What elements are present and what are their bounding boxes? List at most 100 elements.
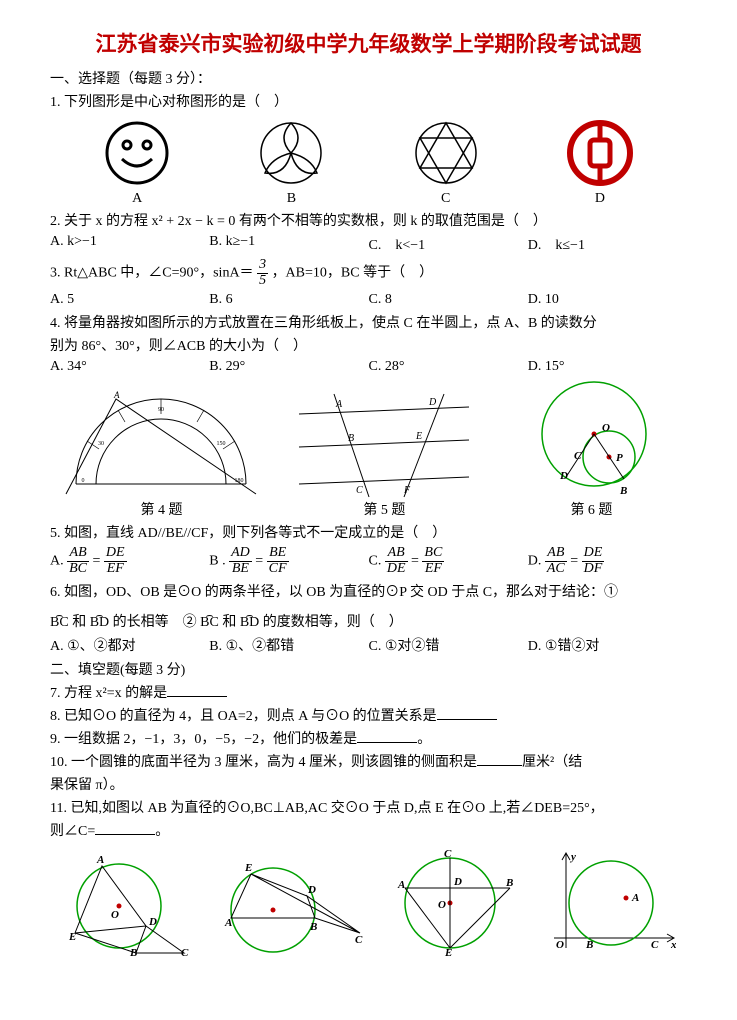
q5A-r-bot: EF bbox=[104, 562, 127, 577]
q11-line2: 则∠C=。 bbox=[50, 820, 687, 840]
q9-blank bbox=[357, 728, 417, 743]
q8-text: 8. 已知⊙O 的直径为 4，且 OA=2，则点 A 与⊙O 的位置关系是 bbox=[50, 709, 437, 724]
q11-line1: 11. 已知,如图以 AB 为直径的⊙O,BC⊥AB,AC 交⊙O 于点 D,点… bbox=[50, 797, 687, 817]
q3-text: 3. Rt△ABC 中，∠C=90°，sinA＝ 35 ，AB=10，BC 等于… bbox=[50, 258, 687, 288]
q6-arc1: BC bbox=[50, 615, 69, 631]
q6-arc2: BD bbox=[90, 615, 109, 631]
svg-text:y: y bbox=[569, 851, 576, 863]
q6-mid: 的长相等 ② bbox=[113, 615, 197, 630]
section2-heading: 二、填空题(每题 3 分) bbox=[50, 659, 687, 679]
svg-text:C: C bbox=[651, 939, 659, 951]
q5-optD: D. ABAC = DEDF bbox=[528, 546, 687, 576]
svg-text:B: B bbox=[129, 947, 137, 958]
q4-options: A. 34° B. 29° C. 28° D. 15° bbox=[50, 359, 687, 375]
q6-arcs-line: BC 和 BD 的长相等 ② BC 和 BD 的度数相等，则（ ） bbox=[50, 611, 687, 631]
bottom-figures: AO DE BC ED ABC bbox=[50, 848, 687, 958]
q1-labelA: A bbox=[60, 191, 214, 207]
q2-optA: A. k>−1 bbox=[50, 234, 209, 254]
fig-bottom-1: AO DE BC bbox=[64, 848, 189, 958]
svg-text:A: A bbox=[397, 879, 405, 891]
q2-text: 2. 关于 x 的方程 x² + 2x − k = 0 有两个不相等的实数根，则… bbox=[50, 210, 687, 230]
q5A-l-top: AB bbox=[67, 546, 89, 562]
fig-row-456: 0180 90 30150 A 第 4 题 AD bbox=[50, 379, 687, 519]
svg-text:A: A bbox=[224, 917, 232, 929]
q4-optD: D. 15° bbox=[528, 359, 687, 375]
q1-figures: A B C D bbox=[60, 117, 677, 207]
fig5-caption: 第 5 题 bbox=[283, 499, 487, 519]
fig4-caption: 第 4 题 bbox=[50, 499, 273, 519]
q9-line: 9. 一组数据 2，−1，3，0，−5，−2，他们的极差是。 bbox=[50, 728, 687, 748]
q3-frac-top: 3 bbox=[257, 258, 268, 274]
q7-blank bbox=[167, 682, 227, 697]
q11-blank bbox=[95, 820, 155, 835]
svg-text:C: C bbox=[356, 485, 363, 496]
q5C-l-top: AB bbox=[385, 546, 408, 562]
q4-optC: C. 28° bbox=[369, 359, 528, 375]
q3-optA: A. 5 bbox=[50, 292, 209, 308]
svg-text:B: B bbox=[619, 485, 627, 497]
svg-text:E: E bbox=[244, 862, 252, 874]
q11-text-b: 则∠C= bbox=[50, 824, 95, 839]
fig-bottom-4: A OB C xy bbox=[546, 848, 676, 958]
q6-text: 6. 如图，OD、OB 是⊙O 的两条半径，以 OB 为直径的⊙P 交 OD 于… bbox=[50, 581, 687, 601]
svg-text:B: B bbox=[348, 433, 354, 444]
svg-text:O: O bbox=[602, 422, 610, 434]
svg-text:90: 90 bbox=[158, 407, 164, 413]
q10-blank bbox=[477, 751, 522, 766]
svg-text:A: A bbox=[96, 854, 104, 866]
q5C-r-bot: EF bbox=[422, 562, 444, 577]
svg-text:C: C bbox=[574, 450, 582, 462]
q3-optC: C. 8 bbox=[369, 292, 528, 308]
q5A-l-bot: BC bbox=[67, 562, 89, 577]
svg-text:C: C bbox=[181, 947, 189, 958]
svg-text:C: C bbox=[355, 934, 363, 946]
q3-frac-bot: 5 bbox=[257, 274, 268, 289]
q5-options: A. ABBC = DEEF B . ADBE = BECF C. ABDE =… bbox=[50, 546, 687, 576]
svg-text:A: A bbox=[113, 390, 120, 400]
q2-optD: D. k≤−1 bbox=[528, 234, 687, 254]
q3-text-a: 3. Rt△ABC 中，∠C=90°，sinA＝ bbox=[50, 265, 254, 280]
q5-optA: A. ABBC = DEEF bbox=[50, 546, 209, 576]
q1-labelD: D bbox=[523, 191, 677, 207]
q1-figB-leaves bbox=[255, 117, 327, 189]
svg-text:O: O bbox=[111, 909, 119, 921]
page-title: 江苏省泰兴市实验初级中学九年级数学上学期阶段考试试题 bbox=[50, 28, 687, 58]
q5C-r-top: BC bbox=[422, 546, 444, 562]
fig6-circles: OP CD B bbox=[516, 379, 666, 499]
q4-optA: A. 34° bbox=[50, 359, 209, 375]
q10-line2: 果保留 π）。 bbox=[50, 774, 687, 794]
q5D-l-top: AB bbox=[545, 546, 567, 562]
fig4-protractor: 0180 90 30150 A bbox=[61, 389, 261, 499]
svg-text:D: D bbox=[307, 884, 316, 896]
svg-text:B: B bbox=[585, 939, 593, 951]
svg-text:C: C bbox=[444, 848, 452, 860]
section1-heading: 一、选择题（每题 3 分）： bbox=[50, 68, 687, 88]
fig-bottom-3: CA DB OE bbox=[388, 848, 518, 958]
q5B-l-top: AD bbox=[229, 546, 252, 562]
q1-figC-triangles bbox=[410, 117, 482, 189]
q6-end: 的度数相等，则（ ） bbox=[263, 615, 403, 630]
svg-text:E: E bbox=[68, 931, 76, 943]
q5-text: 5. 如图，直线 AD//BE//CF，则下列各等式不一定成立的是（ ） bbox=[50, 522, 687, 542]
q5-optB: B . ADBE = BECF bbox=[209, 546, 368, 576]
q3-options: A. 5 B. 6 C. 8 D. 10 bbox=[50, 292, 687, 308]
q10-text-a: 10. 一个圆锥的底面半径为 3 厘米，高为 4 厘米，则该圆锥的侧面积是 bbox=[50, 755, 477, 770]
svg-text:F: F bbox=[403, 485, 411, 496]
q3-optD: D. 10 bbox=[528, 292, 687, 308]
q6-optA: A. ①、②都对 bbox=[50, 635, 209, 655]
q5A-r-top: DE bbox=[104, 546, 127, 562]
svg-text:180: 180 bbox=[235, 478, 244, 484]
q2-optC: C. k<−1 bbox=[369, 234, 528, 254]
svg-text:150: 150 bbox=[217, 441, 226, 447]
svg-text:B: B bbox=[505, 877, 513, 889]
q5D-r-top: DE bbox=[582, 546, 605, 562]
q4-optB: B. 29° bbox=[209, 359, 368, 375]
q2-optB: B. k≥−1 bbox=[209, 234, 368, 254]
fig5-parallel-lines: AD BE CF bbox=[294, 389, 474, 499]
svg-text:E: E bbox=[444, 947, 452, 958]
svg-text:x: x bbox=[670, 939, 676, 951]
q7-line: 7. 方程 x²=x 的解是 bbox=[50, 682, 687, 702]
q3-optB: B. 6 bbox=[209, 292, 368, 308]
q5-optC: C. ABDE = BCEF bbox=[369, 546, 528, 576]
q6-arc4: BD bbox=[240, 615, 259, 631]
